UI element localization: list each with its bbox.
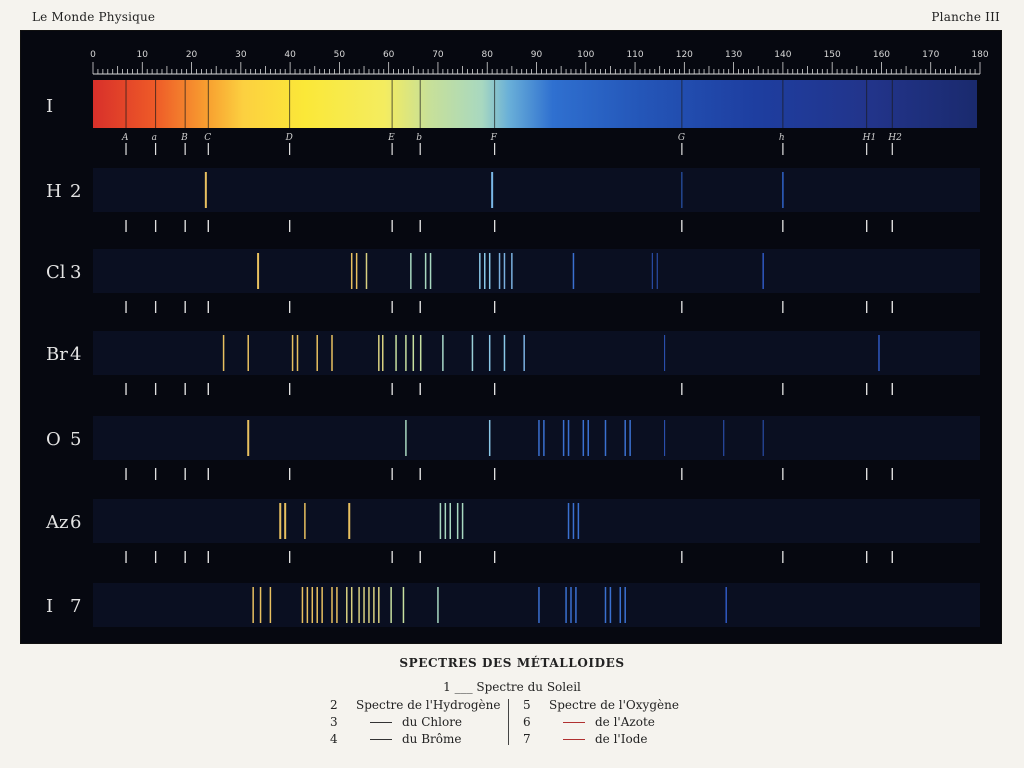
row-element-symbol: Cl: [46, 262, 66, 283]
row-element-symbol: I: [46, 596, 53, 617]
legend-item-text: Spectre de l'Hydrogène: [356, 698, 501, 712]
legend-item-text: du Brôme: [402, 732, 462, 746]
fraunhofer-label: a: [152, 133, 157, 143]
legend-item-number: 5: [523, 698, 531, 712]
scale-tick-label: 90: [531, 50, 543, 60]
legend-item: 3 du Chlore: [330, 714, 500, 731]
legend-item: 6 de l'Azote: [523, 714, 679, 731]
spectrum-band: [93, 331, 980, 375]
spectrum-band: [93, 168, 980, 212]
spectrum-band: [93, 416, 980, 460]
legend-right-column: 5 Spectre de l'Oxygène 6 de l'Azote 7 de l'Io…: [523, 697, 679, 748]
fraunhofer-label: D: [285, 133, 293, 143]
scale-tick-label: 40: [284, 50, 296, 60]
spectra-plate: 0 10 20 30 40 50 60 70 80 90 100 110 120 130 140 150 160…: [20, 30, 1002, 644]
scale-tick-label: 50: [334, 50, 346, 60]
plate-border: [20, 30, 1002, 644]
scale-tick-label: 70: [432, 50, 444, 60]
legend-item-number: 2: [330, 698, 338, 712]
legend-item: 4 du Brôme: [330, 731, 500, 748]
scale-tick-label: 140: [774, 50, 791, 60]
row-element-symbol: H: [46, 181, 62, 202]
scale-tick-label: 100: [577, 50, 594, 60]
legend-ditto-dash: [370, 722, 392, 723]
row-number: 6: [70, 512, 81, 533]
legend-divider: [508, 699, 509, 745]
row-number: 7: [70, 596, 81, 617]
legend-item-number: 6: [523, 715, 531, 729]
plate-title: SPECTRES DES MÉTALLOIDES: [399, 656, 625, 670]
legend-item: 5 Spectre de l'Oxygène: [523, 697, 679, 714]
fraunhofer-label: C: [204, 133, 211, 143]
fraunhofer-label: B: [180, 133, 188, 143]
fraunhofer-label: b: [416, 133, 422, 143]
row-number: 5: [70, 429, 81, 450]
element-spectra: IH 2Cl 3Br 4O 5Az 6I 7: [45, 96, 980, 627]
wavelength-scale: 0 10 20 30 40 50 60 70 80 90 100 110 120 130 140 150 160…: [90, 50, 989, 75]
caption-sun-line: 1 ___ Spectre du Soleil: [443, 680, 581, 694]
scale-tick-label: 150: [824, 50, 841, 60]
legend-item: 7 de l'Iode: [523, 731, 679, 748]
row-number: 4: [70, 344, 81, 365]
legend-item-number: 4: [330, 732, 338, 746]
scale-tick-label: 30: [235, 50, 247, 60]
scale-tick-label: 20: [186, 50, 198, 60]
spectrum-band: [93, 499, 980, 543]
legend-item-number: 7: [523, 732, 531, 746]
plate-header-left: Le Monde Physique: [32, 10, 156, 24]
spectrum-band: [93, 249, 980, 293]
scale-tick-label: 10: [137, 50, 149, 60]
spectrum-band: [93, 583, 980, 627]
scale-tick-label: 0: [90, 50, 96, 60]
scale-tick-label: 110: [626, 50, 643, 60]
scale-tick-label: 180: [971, 50, 988, 60]
plate-header-right: Planche III: [931, 10, 1000, 24]
legend-item-text: du Chlore: [402, 715, 463, 729]
row-element-symbol: Az: [45, 512, 68, 533]
scale-tick-label: 130: [725, 50, 742, 60]
fraunhofer-label: H2: [887, 133, 902, 143]
legend-ditto-dash: [563, 739, 585, 740]
legend-ditto-dash: [370, 739, 392, 740]
scale-tick-label: 80: [481, 50, 493, 60]
legend-item: 2 Spectre de l'Hydrogène: [330, 697, 500, 714]
fraunhofer-label: h: [779, 133, 785, 143]
legend-item-text: Spectre de l'Oxygène: [549, 698, 679, 712]
fraunhofer-label: E: [387, 133, 395, 143]
row-element-symbol: Br: [46, 344, 68, 365]
legend-item-text: de l'Azote: [595, 715, 655, 729]
scale-tick-label: 120: [676, 50, 693, 60]
row-element-symbol: O: [46, 429, 61, 450]
scale-tick-label: 160: [873, 50, 890, 60]
legend-left-column: 2 Spectre de l'Hydrogène 3 du Chlore 4 du Brô…: [330, 697, 500, 748]
fraunhofer-label: A: [121, 133, 129, 143]
legend-ditto-dash: [563, 722, 585, 723]
fraunhofer-label: F: [490, 133, 498, 143]
legend-item-text: de l'Iode: [595, 732, 648, 746]
row-number: 2: [70, 181, 81, 202]
scale-tick-label: 60: [383, 50, 395, 60]
fraunhofer-label: H1: [862, 133, 877, 143]
legend-item-number: 3: [330, 715, 338, 729]
row-element-symbol: I: [46, 96, 53, 117]
row-number: 3: [70, 262, 81, 283]
fraunhofer-label: G: [678, 133, 685, 143]
solar-spectrum-band: [93, 80, 977, 128]
scale-tick-label: 170: [922, 50, 939, 60]
